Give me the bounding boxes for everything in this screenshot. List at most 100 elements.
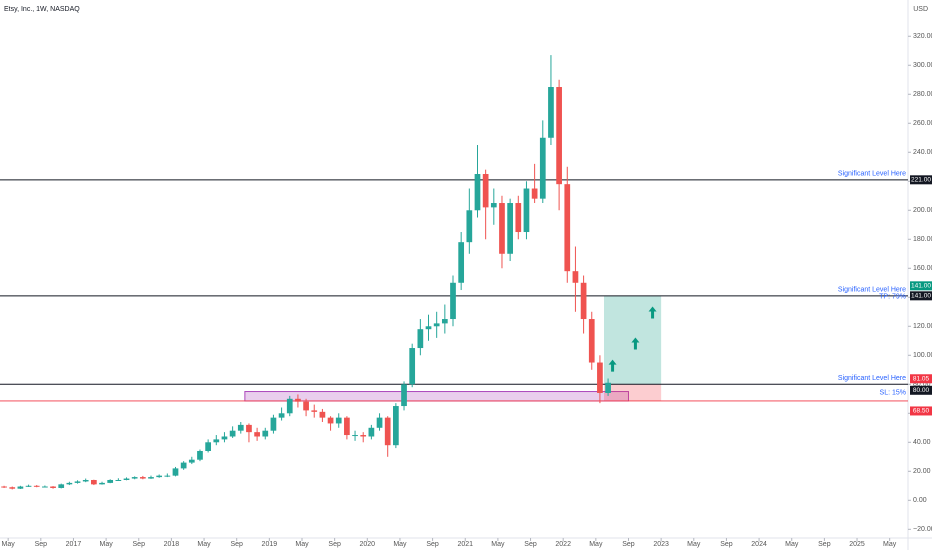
x-tick-label: May [491, 541, 505, 548]
candle-body [409, 348, 416, 385]
candle-body [221, 436, 228, 440]
x-tick-label: May [197, 541, 211, 548]
x-tick-label: 2022 [555, 541, 571, 548]
x-tick-label: 2021 [457, 541, 473, 548]
y-tick-label: 180.00 [913, 236, 932, 243]
x-tick-label: 2017 [66, 541, 82, 548]
x-tick-label: May [295, 541, 309, 548]
candle-body [523, 188, 530, 233]
target-tag-label: 141.00 [911, 283, 931, 290]
y-tick-label: 280.00 [913, 91, 932, 98]
candle-body [270, 417, 277, 431]
x-tick-label: 2025 [849, 541, 865, 548]
candle-body [107, 479, 114, 483]
candle-body [131, 477, 138, 479]
last-price-tag-label: 81.05 [913, 375, 930, 382]
candle-body [327, 417, 334, 424]
level-tag-label: 141.00 [911, 293, 931, 300]
candle-body [441, 319, 448, 324]
y-tick-label: 300.00 [913, 62, 932, 69]
x-tick-label: Sep [524, 541, 537, 548]
candle-body [99, 482, 105, 485]
stop-box [604, 384, 662, 401]
sl-text: SL: 15% [880, 389, 906, 396]
candle-body [180, 462, 187, 469]
candle-body [188, 459, 195, 463]
candle-body [139, 477, 146, 479]
candle-body [123, 478, 130, 480]
candle-body [360, 435, 367, 437]
x-tick-label: Sep [818, 541, 831, 548]
y-tick-label: −20.00 [913, 526, 932, 533]
x-tick-label: Sep [133, 541, 146, 548]
y-tick-label: 20.00 [913, 468, 931, 475]
candle-body [311, 410, 318, 412]
candle-body [572, 271, 579, 283]
candle-body [229, 430, 236, 437]
level-text: Significant Level Here [838, 287, 906, 294]
candle-body [539, 137, 546, 199]
x-tick-label: Sep [622, 541, 635, 548]
y-tick-label: 100.00 [913, 352, 932, 359]
level-tag [910, 291, 932, 301]
candle-body [156, 475, 163, 478]
arrow-up [648, 306, 657, 319]
candle-body [25, 485, 32, 487]
candle-body [50, 486, 56, 488]
level-text: Significant Level Here [838, 375, 906, 382]
y-tick-label: 40.00 [913, 439, 931, 446]
x-tick-label: Sep [328, 541, 341, 548]
candle-body [384, 417, 391, 446]
x-tick-label: Sep [720, 541, 733, 548]
candle-body [262, 430, 269, 437]
x-tick-label: 2019 [262, 541, 278, 548]
level-text: Significant Level Here [838, 171, 906, 178]
candle-body [425, 326, 432, 330]
candle-body [466, 210, 473, 243]
candle-body [246, 424, 252, 433]
candle-body [1, 486, 7, 488]
candle-body [548, 87, 554, 138]
candle-body [148, 477, 154, 479]
currency: USD [913, 6, 928, 13]
x-tick-label: Sep [426, 541, 439, 548]
chart-title: Etsy, Inc., 1W, NASDAQ [4, 6, 80, 13]
x-tick-label: May [785, 541, 799, 548]
candle-body [499, 203, 505, 254]
y-tick-label: 260.00 [913, 120, 932, 127]
x-tick-label: 2024 [751, 541, 767, 548]
x-tick-label: 2018 [164, 541, 180, 548]
support-zone [244, 391, 629, 402]
tp-text: TP: 79% [879, 294, 906, 301]
candle-body [164, 475, 171, 477]
candle-body [319, 411, 326, 418]
candle-body [401, 384, 407, 407]
level-tag-label: 80.00 [913, 387, 930, 394]
target-tag [910, 281, 932, 291]
candle-body [433, 323, 440, 327]
candle-body [605, 382, 611, 393]
x-tick-label: May [99, 541, 113, 548]
candle-body [564, 184, 571, 272]
candle-body [556, 87, 562, 185]
x-tick-label: Sep [230, 541, 243, 548]
candle-body [9, 487, 16, 489]
candle-body [458, 242, 465, 283]
candle-body [490, 203, 497, 208]
candle-body [376, 417, 383, 428]
x-tick-label: May [589, 541, 603, 548]
candle-body [393, 406, 399, 446]
y-tick-label: 320.00 [913, 33, 932, 40]
x-tick-label: May [883, 541, 897, 548]
candle-body [82, 479, 89, 482]
y-tick-label: 0.00 [913, 497, 927, 504]
level-tag-label: 221.00 [911, 177, 931, 184]
candle-body [197, 450, 203, 460]
last-price-tag [910, 374, 932, 384]
candle-body [507, 203, 513, 254]
y-tick-label: 160.00 [913, 265, 932, 272]
x-tick-label: Sep [35, 541, 48, 548]
candle-body [286, 398, 293, 414]
candle-body [474, 174, 481, 211]
candle-body [295, 398, 301, 402]
